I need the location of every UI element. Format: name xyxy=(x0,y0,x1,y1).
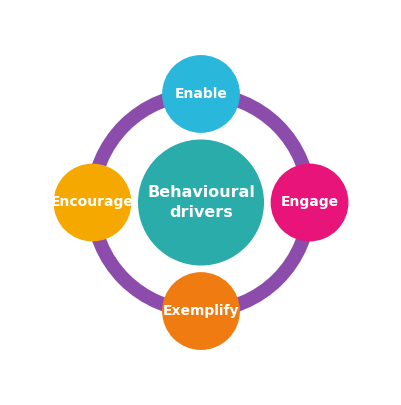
Circle shape xyxy=(162,273,239,349)
Text: Encourage: Encourage xyxy=(51,196,134,209)
Text: Behavioural
drivers: Behavioural drivers xyxy=(147,185,254,220)
Circle shape xyxy=(162,56,239,132)
Circle shape xyxy=(54,164,130,241)
Text: Enable: Enable xyxy=(174,87,227,101)
Text: Engage: Engage xyxy=(280,196,338,209)
Text: Exemplify: Exemplify xyxy=(162,304,239,318)
Circle shape xyxy=(138,140,263,265)
Circle shape xyxy=(271,164,347,241)
